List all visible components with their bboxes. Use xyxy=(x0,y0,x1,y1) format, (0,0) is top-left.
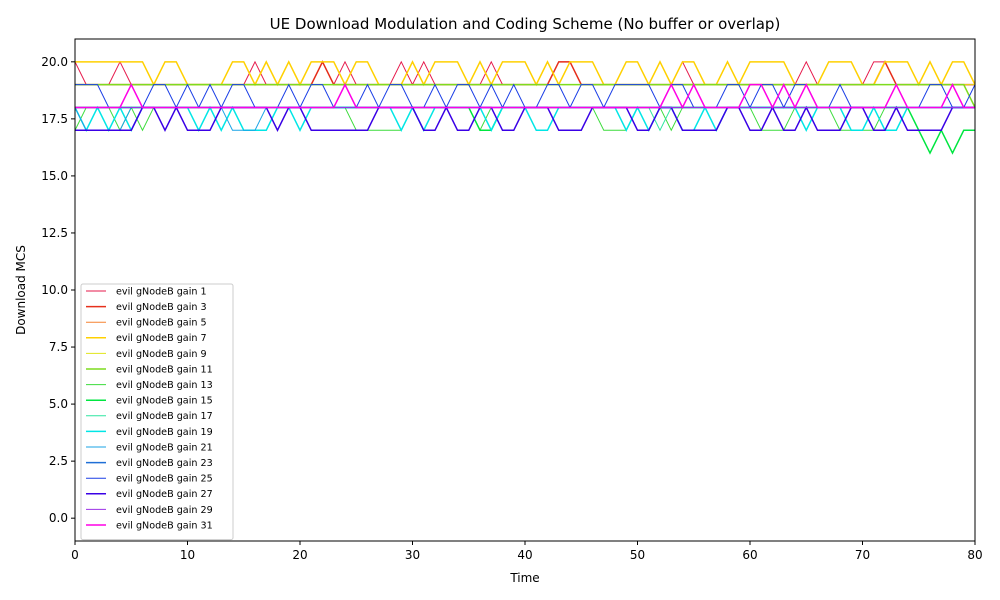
legend-label: evil gNodeB gain 11 xyxy=(116,364,213,375)
x-tick-label: 10 xyxy=(180,548,195,562)
legend-entry: evil gNodeB gain 31 xyxy=(86,520,213,531)
y-tick-label: 7.5 xyxy=(49,340,68,354)
y-tick-label: 17.5 xyxy=(41,112,68,126)
legend-box xyxy=(80,283,234,541)
legend-label: evil gNodeB gain 15 xyxy=(116,396,213,407)
legend-label: evil gNodeB gain 23 xyxy=(116,458,213,469)
y-axis: 0.0 2.5 5.0 7.5 10.0 12.5 15.0 17.5 20.0 xyxy=(41,55,75,525)
legend-label: evil gNodeB gain 29 xyxy=(116,505,213,516)
legend-entry: evil gNodeB gain 17 xyxy=(86,411,213,422)
legend-label: evil gNodeB gain 17 xyxy=(116,411,213,422)
x-tick-label: 60 xyxy=(742,548,757,562)
legend-entry: evil gNodeB gain 13 xyxy=(86,380,213,391)
legend-entry: evil gNodeB gain 1 xyxy=(86,286,207,297)
legend: evil gNodeB gain 1 evil gNodeB gain 3 evil… xyxy=(80,283,234,541)
legend-label: evil gNodeB gain 7 xyxy=(116,333,207,344)
legend-entry: evil gNodeB gain 19 xyxy=(86,427,213,438)
legend-label: evil gNodeB gain 1 xyxy=(116,286,207,297)
x-axis-title: Time xyxy=(509,571,539,585)
legend-entry: evil gNodeB gain 9 xyxy=(86,349,207,360)
x-tick-label: 0 xyxy=(71,548,79,562)
legend-label: evil gNodeB gain 13 xyxy=(116,380,213,391)
legend-label: evil gNodeB gain 3 xyxy=(116,302,207,313)
y-tick-label: 2.5 xyxy=(49,454,68,468)
y-tick-label: 0.0 xyxy=(49,511,68,525)
legend-entry: evil gNodeB gain 11 xyxy=(86,364,213,375)
legend-label: evil gNodeB gain 5 xyxy=(116,318,207,329)
y-tick-label: 5.0 xyxy=(49,397,68,411)
y-tick-label: 12.5 xyxy=(41,226,68,240)
legend-entry: evil gNodeB gain 23 xyxy=(86,458,213,469)
x-tick-label: 50 xyxy=(630,548,645,562)
legend-label: evil gNodeB gain 21 xyxy=(116,442,213,453)
legend-entry: evil gNodeB gain 5 xyxy=(86,318,207,329)
x-tick-label: 20 xyxy=(292,548,307,562)
series-line xyxy=(75,82,975,110)
series-line xyxy=(75,60,976,87)
x-tick-label: 30 xyxy=(405,548,420,562)
legend-label: evil gNodeB gain 19 xyxy=(116,427,213,438)
legend-entry: evil gNodeB gain 29 xyxy=(86,505,213,516)
y-tick-label: 20.0 xyxy=(41,55,68,69)
y-tick-label: 10.0 xyxy=(41,283,68,297)
legend-entry: evil gNodeB gain 15 xyxy=(86,396,213,407)
legend-label: evil gNodeB gain 31 xyxy=(116,520,213,531)
legend-label: evil gNodeB gain 9 xyxy=(116,349,207,360)
legend-label: evil gNodeB gain 27 xyxy=(116,489,213,500)
y-axis-title: Download MCS xyxy=(14,245,28,335)
legend-entry: evil gNodeB gain 25 xyxy=(86,474,213,485)
x-axis: 0 10 20 30 40 50 60 70 80 xyxy=(71,541,983,562)
series-layer xyxy=(74,60,976,155)
x-tick-label: 40 xyxy=(517,548,532,562)
x-tick-label: 70 xyxy=(855,548,870,562)
series-line xyxy=(75,83,976,108)
chart-title: UE Download Modulation and Coding Scheme… xyxy=(270,15,781,33)
y-tick-label: 15.0 xyxy=(41,169,68,183)
legend-entry: evil gNodeB gain 7 xyxy=(86,333,207,344)
x-tick-label: 80 xyxy=(967,548,982,562)
legend-label: evil gNodeB gain 25 xyxy=(116,474,213,485)
legend-entry: evil gNodeB gain 27 xyxy=(86,489,213,500)
legend-entry: evil gNodeB gain 3 xyxy=(86,302,207,313)
legend-entry: evil gNodeB gain 21 xyxy=(86,442,213,453)
